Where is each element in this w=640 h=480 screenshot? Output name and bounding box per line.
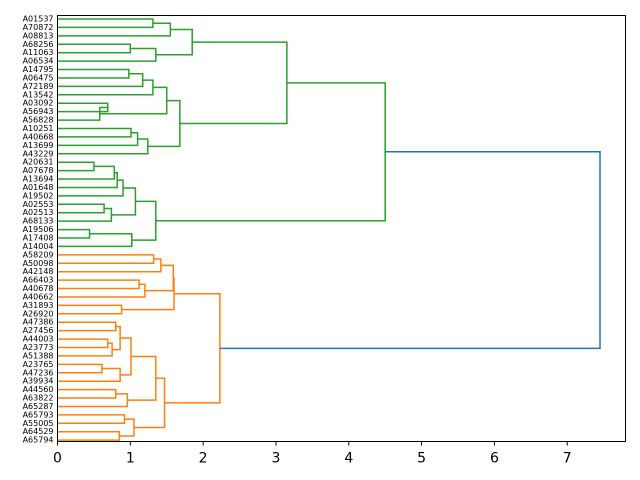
leaf-label: A26920 [23, 309, 54, 318]
leaf-label: A72189 [23, 82, 54, 91]
leaf-label: A50098 [23, 259, 54, 268]
leaf-label: A06534 [23, 57, 54, 66]
leaf-label: A23773 [23, 343, 54, 352]
dendrogram-link [57, 207, 113, 222]
leaf-label: A42148 [23, 267, 54, 276]
leaf-label: A13542 [23, 90, 54, 99]
plot-frame [57, 15, 626, 442]
leaf-label: A01648 [23, 183, 54, 192]
leaf-label: A10251 [23, 124, 54, 133]
leaf-label: A06475 [23, 73, 54, 82]
leaf-label: A02553 [23, 200, 54, 209]
dendrogram-link [133, 377, 166, 429]
dendrogram-link [219, 151, 601, 350]
leaf-label: A44003 [23, 335, 54, 344]
leaf-label: A68256 [23, 40, 54, 49]
leaf-label: A23765 [23, 360, 54, 369]
leaf-label: A44560 [23, 385, 54, 394]
leaf-label: A17408 [23, 233, 54, 242]
leaf-label: A13694 [23, 175, 54, 184]
leaf-label: A65287 [23, 402, 54, 411]
leaf-label: A14004 [23, 242, 54, 251]
leaf-label: A13699 [23, 141, 54, 150]
dendrogram-link [155, 82, 386, 222]
dendrogram-link [57, 321, 117, 332]
leaf-label: A03092 [23, 99, 54, 108]
leaf-label: A56943 [23, 107, 54, 116]
dendrogram-link [57, 68, 130, 79]
leaf-label: A40668 [23, 132, 54, 141]
leaf-label: A47386 [23, 318, 54, 327]
dendrogram-link [57, 304, 123, 315]
leaf-label: A40678 [23, 284, 54, 293]
x-tick-label: 6 [490, 451, 499, 467]
leaf-label: A47236 [23, 368, 54, 377]
leaf-label: A14795 [23, 65, 54, 74]
leaf-label: A02513 [23, 208, 54, 217]
dendrogram-link [57, 430, 121, 441]
leaf-label: A65794 [23, 436, 54, 445]
x-tick-label: 7 [563, 451, 572, 467]
leaf-label: A19506 [23, 225, 54, 234]
leaf-label: A68133 [23, 217, 54, 226]
dendrogram-link [57, 388, 117, 399]
leaf-labels: A01537A70872A08813A68256A11063A06534A147… [23, 15, 54, 445]
leaf-label: A66403 [23, 276, 54, 285]
dendrogram-link [57, 203, 105, 214]
leaf-label: A64529 [23, 427, 54, 436]
dendrogram-link [57, 254, 155, 265]
x-tick-label: 3 [272, 451, 281, 467]
leaf-label: A11063 [23, 48, 54, 57]
x-tick-label: 1 [126, 451, 135, 467]
dendrogram-link [147, 99, 181, 148]
leaf-label: A27456 [23, 326, 54, 335]
x-tick-label: 2 [199, 451, 208, 467]
leaf-label: A40662 [23, 292, 54, 301]
leaf-label: A43229 [23, 149, 54, 158]
leaf-label: A01537 [23, 15, 54, 24]
dendrogram-link [57, 342, 113, 357]
leaf-label: A65793 [23, 410, 54, 419]
dendrogram-link [57, 228, 91, 239]
dendrogram-link [57, 179, 124, 197]
dendrogram-link [57, 258, 162, 273]
leaf-label: A31893 [23, 301, 54, 310]
leaf-label: A63822 [23, 394, 54, 403]
leaf-label: A70872 [23, 23, 54, 32]
x-tick-label: 5 [417, 451, 426, 467]
x-tick-label: 0 [53, 451, 62, 467]
x-tick-label: 4 [344, 451, 353, 467]
dendrogram-links [57, 18, 601, 441]
leaf-label: A08813 [23, 31, 54, 40]
leaf-label: A19502 [23, 191, 54, 200]
dendrogram-link [57, 138, 149, 155]
dendrogram-link [57, 338, 109, 349]
leaf-label: A07678 [23, 166, 54, 175]
x-axis-ticks: 0 1 2 3 4 5 6 7 [53, 441, 572, 467]
leaf-label: A58209 [23, 250, 54, 259]
leaf-label: A55005 [23, 419, 54, 428]
leaf-label: A51388 [23, 351, 54, 360]
leaf-label: A56828 [23, 116, 54, 125]
leaf-label: A20631 [23, 158, 54, 167]
leaf-label: A39934 [23, 377, 54, 386]
